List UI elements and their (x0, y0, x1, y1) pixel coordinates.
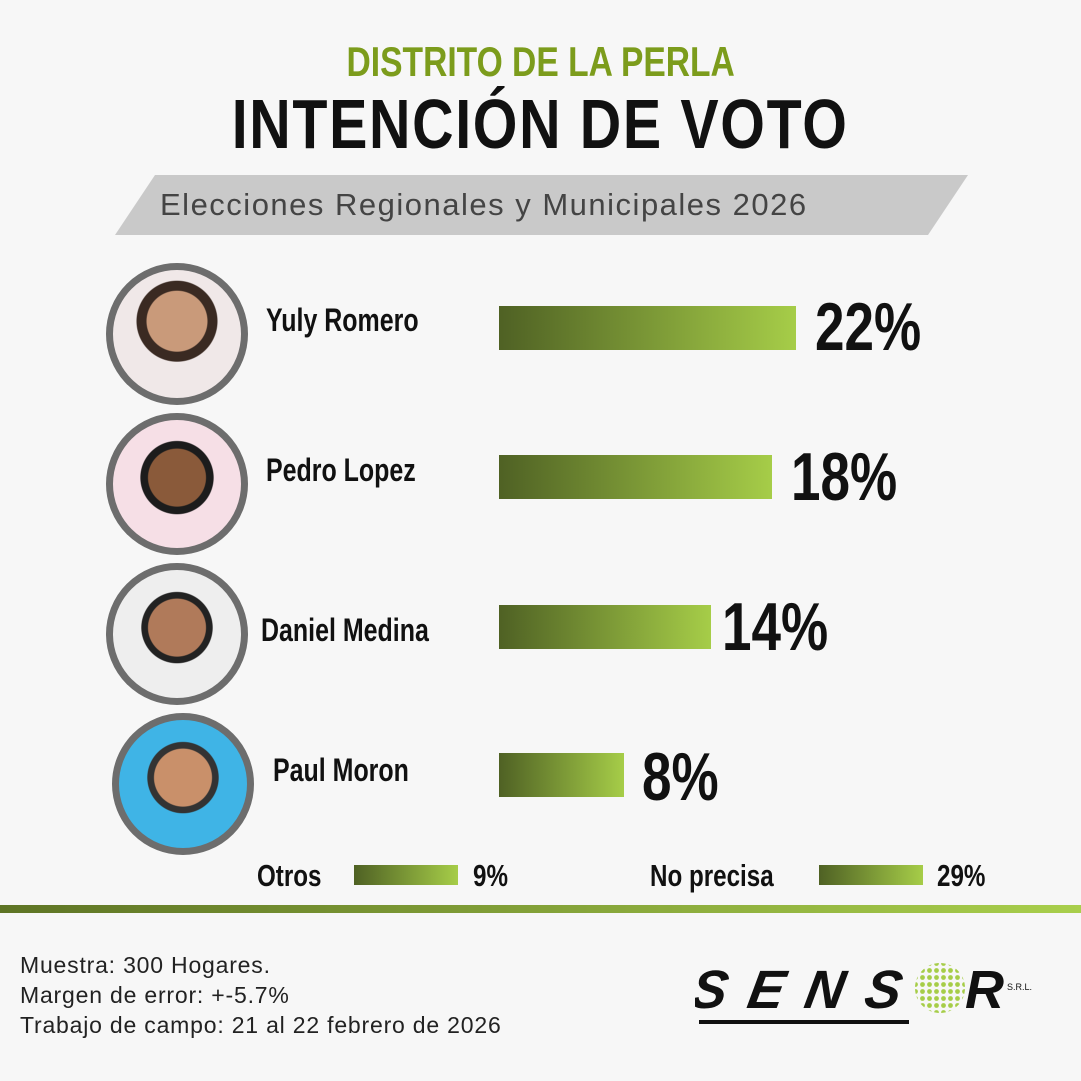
bar-category-label: Pedro Lopez (266, 452, 416, 488)
candidate-row: Daniel Medina 14% (0, 558, 1081, 708)
bar-category-label: Yuly Romero (266, 302, 419, 338)
candidate-photo (106, 563, 248, 705)
bar-value-label: 8% (642, 739, 719, 815)
candidate-photo (112, 713, 254, 855)
fieldwork-text: Trabajo de campo: 21 al 22 febrero de 20… (20, 1012, 502, 1038)
svg-text:R: R (965, 960, 1004, 1020)
bar-otros (354, 865, 458, 885)
candidate-photo (106, 413, 248, 555)
candidate-row: Paul Moron 8% (0, 708, 1081, 858)
bar-category-label: Daniel Medina (261, 612, 429, 648)
bar-paul-moron (499, 753, 624, 797)
candidate-photo (106, 263, 248, 405)
divider-line (0, 905, 1081, 913)
bar-category-label: No precisa (650, 858, 774, 893)
bar-daniel-medina (499, 605, 711, 649)
svg-text:SENS: SENS (695, 960, 907, 1020)
bar-value-label: 14% (722, 589, 829, 665)
bar-yuly-romero (499, 306, 796, 350)
candidate-row: Pedro Lopez 18% (0, 408, 1081, 558)
district-subtitle: DISTRITO DE LA PERLA (346, 38, 735, 85)
bar-value-label: 9% (473, 858, 508, 893)
sample-text: Muestra: 300 Hogares. (20, 952, 271, 978)
bar-pedro-lopez (499, 455, 772, 499)
sensor-logo: SENS R S.R.L. (686, 959, 1035, 1030)
election-banner: Elecciones Regionales y Municipales 2026 (115, 175, 968, 235)
svg-text:S.R.L.: S.R.L. (1007, 982, 1032, 992)
bar-category-label: Otros (257, 858, 322, 893)
page-title: INTENCIÓN DE VOTO (232, 85, 849, 163)
bar-value-label: 18% (791, 439, 898, 515)
bar-category-label: Paul Moron (273, 752, 409, 788)
banner-text: Elecciones Regionales y Municipales 2026 (160, 187, 808, 222)
bar-value-label: 22% (815, 289, 922, 365)
margin-text: Margen de error: +-5.7% (20, 982, 290, 1008)
bar-no-precisa (819, 865, 923, 885)
candidate-row: Yuly Romero 22% (0, 258, 1081, 408)
bar-value-label: 29% (937, 858, 986, 893)
